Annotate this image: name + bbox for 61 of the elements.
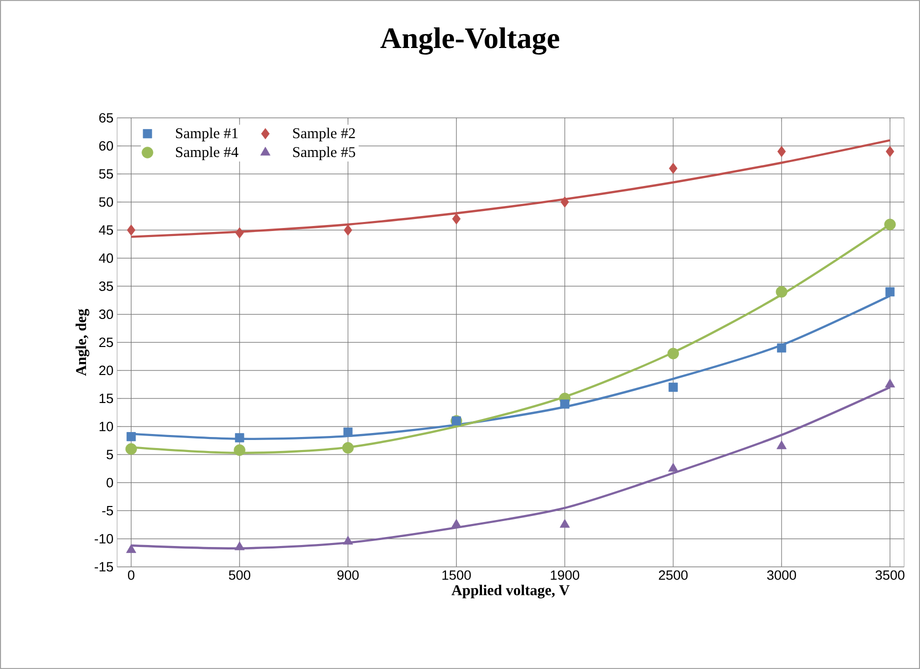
point — [342, 442, 354, 454]
y-tick-label: -5 — [102, 506, 114, 516]
y-tick-label: 15 — [100, 394, 114, 404]
point — [885, 287, 895, 296]
point — [776, 286, 788, 298]
x-tick-label: 3000 — [767, 570, 796, 580]
y-tick-label: 65 — [99, 113, 114, 123]
point — [668, 382, 678, 392]
y-tick-label: 45 — [98, 225, 114, 235]
y-tick-label: 30 — [99, 310, 114, 320]
legend-label: Sample #4 — [176, 146, 238, 160]
point — [126, 544, 136, 553]
point — [125, 443, 137, 455]
chart-title: Angle-Voltage — [380, 27, 560, 55]
point — [342, 536, 354, 545]
x-tick-label: 1900 — [550, 570, 580, 580]
point — [668, 162, 678, 174]
point — [777, 343, 786, 353]
x-tick-label: 1500 — [442, 570, 471, 580]
point — [452, 213, 461, 224]
x-tick-label: 0 — [128, 570, 134, 580]
point — [777, 146, 786, 158]
y-tick-label: 25 — [99, 338, 114, 348]
y-tick-label: 60 — [99, 141, 114, 151]
point — [668, 462, 678, 472]
point — [776, 440, 787, 450]
x-tick-label: 500 — [228, 570, 250, 580]
legend-label: Sample #1 — [176, 128, 238, 142]
point — [884, 218, 896, 230]
point — [126, 432, 136, 442]
point — [560, 518, 570, 528]
point — [560, 196, 570, 208]
point — [560, 399, 570, 409]
point — [667, 348, 679, 360]
point — [884, 378, 896, 388]
y-tick-label: 35 — [99, 281, 114, 291]
y-tick-label: 40 — [98, 253, 114, 263]
x-tick-label: 900 — [337, 570, 359, 580]
y-axis-title: Angle, deg — [76, 308, 90, 376]
point — [343, 428, 353, 437]
point — [234, 444, 246, 456]
point — [344, 224, 352, 236]
y-tick-label: 5 — [106, 450, 114, 460]
point — [234, 433, 244, 442]
point — [235, 227, 244, 238]
y-tick-label: 55 — [99, 169, 114, 179]
legend-label: Sample #2 — [293, 128, 355, 142]
point — [126, 224, 136, 236]
y-tick-label: 10 — [100, 422, 114, 432]
point — [886, 146, 894, 158]
x-tick-label: 3500 — [876, 570, 904, 580]
point — [451, 518, 462, 528]
x-tick-label: 2500 — [658, 570, 688, 580]
point — [234, 541, 245, 550]
y-tick-label: -15 — [94, 562, 113, 572]
x-axis-title: Applied voltage, V — [452, 584, 570, 598]
y-tick-label: -10 — [94, 534, 114, 544]
y-tick-label: 50 — [99, 197, 114, 207]
y-tick-label: 20 — [99, 366, 114, 376]
y-tick-label: 0 — [106, 478, 114, 488]
legend-label: Sample #5 — [293, 146, 356, 160]
